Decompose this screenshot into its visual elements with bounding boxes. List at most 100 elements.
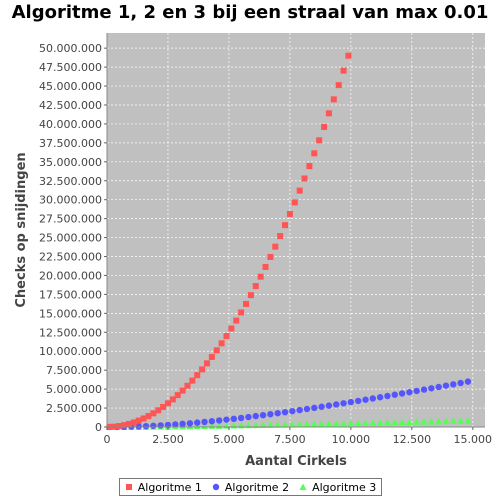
data-point-square <box>174 392 181 399</box>
data-point-square <box>164 400 171 407</box>
data-point-circle <box>318 403 325 410</box>
data-point-circle <box>303 405 311 413</box>
data-point-circle <box>340 400 347 407</box>
y-tick-label: 27.500.000 <box>39 213 102 226</box>
data-point-circle <box>289 407 296 415</box>
data-point-square <box>247 292 254 299</box>
data-point-circle <box>406 388 413 396</box>
data-point-circle <box>223 416 230 423</box>
data-point-square <box>116 423 123 430</box>
data-point-square <box>140 415 147 422</box>
data-point-circle <box>237 414 245 422</box>
data-point-square <box>301 175 308 182</box>
data-point-square <box>340 67 347 74</box>
data-point-triangle <box>457 417 465 424</box>
y-tick-label: 15.000.000 <box>39 307 102 320</box>
legend-label: Algoritme 1 <box>137 480 202 494</box>
y-tick-label: 30.000.000 <box>39 194 102 207</box>
data-point-triangle <box>318 420 326 427</box>
data-point-square <box>233 317 240 324</box>
y-tick-label: 22.500.000 <box>39 251 102 264</box>
data-point-circle <box>245 413 252 421</box>
y-tick-label: 20.000.000 <box>39 269 102 282</box>
y-tick-label: 47.500.000 <box>39 61 102 74</box>
data-point-circle <box>325 402 333 409</box>
data-point-triangle <box>398 418 406 426</box>
data-point-square <box>169 396 176 403</box>
data-point-triangle <box>259 421 267 429</box>
data-point-square <box>218 340 225 347</box>
y-tick-label: 12.500.000 <box>39 326 102 339</box>
data-point-square <box>243 300 250 307</box>
data-point-circle <box>172 421 179 428</box>
data-point-circle <box>391 391 398 398</box>
plot-area <box>107 33 485 427</box>
legend-item-algoritme-1: Algoritme 1 <box>125 481 202 494</box>
data-point-square <box>223 333 230 340</box>
data-point-triangle <box>325 420 333 427</box>
data-point-triangle <box>296 420 304 428</box>
data-point-triangle <box>464 417 472 424</box>
triangle-marker-icon <box>299 483 307 490</box>
x-tick-label: 10.000 <box>332 433 371 446</box>
data-point-triangle <box>413 418 421 425</box>
x-tick-label: 2.500 <box>152 433 184 446</box>
data-point-square <box>130 419 137 426</box>
data-point-square <box>345 52 352 59</box>
data-point-square <box>306 163 313 170</box>
data-point-circle <box>267 411 274 418</box>
data-point-square <box>179 387 186 394</box>
data-point-square <box>316 137 323 144</box>
data-point-square <box>135 417 142 424</box>
data-point-circle <box>157 422 164 429</box>
data-point-square <box>311 150 318 157</box>
data-point-triangle <box>435 417 443 425</box>
data-point-square <box>286 210 293 217</box>
data-point-square <box>262 263 269 270</box>
data-point-triangle <box>354 419 362 427</box>
data-point-circle <box>311 404 318 412</box>
data-point-square <box>228 325 235 332</box>
data-point-circle <box>376 394 384 401</box>
data-point-circle <box>186 420 194 427</box>
legend-label: Algoritme 3 <box>312 480 377 494</box>
data-point-triangle <box>449 417 457 424</box>
data-point-circle <box>413 387 420 395</box>
x-tick-label: 15.000 <box>454 433 493 446</box>
y-tick-label: 45.000.000 <box>39 80 102 93</box>
data-point-square <box>330 96 337 103</box>
data-point-square <box>277 233 284 240</box>
y-tick-label: 17.500.000 <box>39 288 102 301</box>
data-point-circle <box>194 419 201 426</box>
data-point-square <box>125 420 132 427</box>
data-point-circle <box>201 418 208 426</box>
data-point-circle <box>252 412 259 420</box>
axes <box>106 33 485 428</box>
y-tick-label: 35.000.000 <box>39 156 102 169</box>
x-tick-label: 7.500 <box>274 433 306 446</box>
y-tick-label: 32.500.000 <box>39 175 102 188</box>
data-point-triangle <box>369 419 377 426</box>
data-point-circle <box>179 420 186 428</box>
data-point-circle <box>384 392 391 400</box>
data-point-circle <box>457 379 464 387</box>
data-point-triangle <box>281 421 289 428</box>
data-point-triangle <box>266 421 274 428</box>
data-point-square <box>296 187 303 194</box>
y-tick-label: 5.000.000 <box>46 383 102 396</box>
data-point-circle <box>398 390 406 397</box>
data-point-square <box>189 377 196 384</box>
data-point-square <box>203 360 210 367</box>
x-axis-ticks: 0 2.500 5.000 7.500 10.000 12.500 15.000 <box>104 427 493 446</box>
data-point-circle <box>362 396 369 403</box>
data-point-circle <box>333 401 340 408</box>
y-tick-label: 37.500.000 <box>39 137 102 150</box>
data-point-triangle <box>332 420 340 427</box>
y-tick-label: 25.000.000 <box>39 232 102 245</box>
data-point-square <box>257 273 264 280</box>
data-point-circle <box>259 411 267 419</box>
x-tick-label: 5.000 <box>213 433 245 446</box>
data-point-square <box>238 309 245 316</box>
data-point-square <box>194 372 201 379</box>
